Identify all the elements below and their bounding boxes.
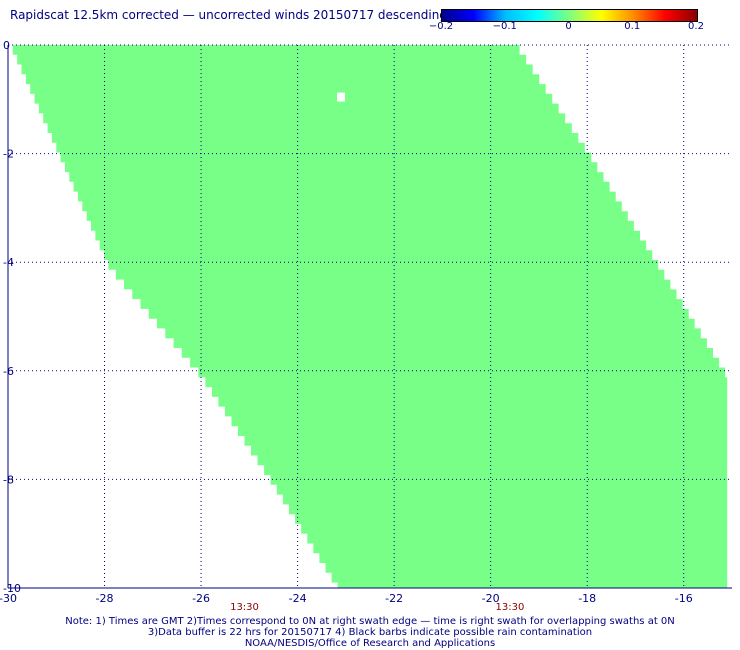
lat-tick-label: -10 [3, 582, 21, 595]
colorbar-tick: −0.1 [492, 21, 517, 32]
colorbar-tick: 0 [565, 21, 572, 32]
map-title: Rapidscat 12.5km corrected — uncorrected… [10, 8, 447, 22]
lon-tick-label: -18 [578, 592, 596, 605]
lat-tick-label: -6 [3, 365, 14, 378]
colorbar [441, 9, 698, 22]
lon-tick-label: -26 [192, 592, 210, 605]
swath-area [12, 45, 728, 588]
colorbar-tick: 0.1 [624, 21, 641, 32]
swath-time-label: 13:30 [230, 602, 259, 613]
lon-tick-label: -24 [289, 592, 307, 605]
colorbar-tick: 0.2 [688, 21, 704, 32]
lon-tick-label: -22 [385, 592, 403, 605]
note-line-1: Note: 1) Times are GMT 2)Times correspon… [65, 616, 675, 627]
colorbar-tick: −0.2 [428, 21, 454, 32]
lat-tick-label: -8 [3, 473, 14, 486]
lon-tick-label: -20 [482, 592, 500, 605]
lon-tick-label: -30 [0, 592, 17, 605]
data-gap-cell [337, 92, 346, 102]
lat-tick-label: 0 [3, 39, 10, 52]
note-line-3: NOAA/NESDIS/Office of Research and Appli… [244, 638, 496, 649]
note-line-2: 3)Data buffer is 22 hrs for 20150717 4) … [147, 627, 593, 638]
lat-tick-label: -2 [3, 148, 14, 161]
lat-tick-label: -4 [3, 256, 14, 269]
swath-time-label: 13:30 [496, 602, 525, 613]
lon-tick-label: -28 [96, 592, 114, 605]
lon-tick-label: -16 [675, 592, 693, 605]
